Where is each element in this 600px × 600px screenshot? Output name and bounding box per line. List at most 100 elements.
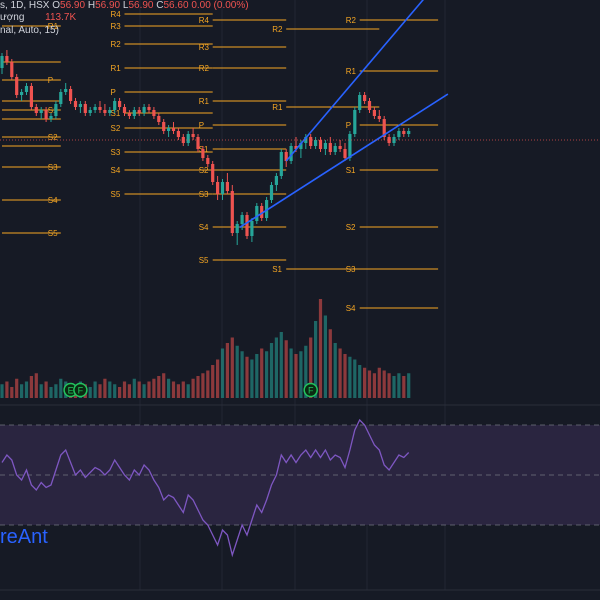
candle-body <box>206 158 210 164</box>
volume-bar <box>191 378 195 398</box>
candle-body <box>220 182 225 194</box>
candle-body <box>176 131 180 137</box>
pivot-label: R1 <box>199 97 210 106</box>
volume-bar <box>15 378 19 398</box>
pivot-label: S5 <box>199 256 209 265</box>
candle-body <box>20 92 24 95</box>
volume-bar <box>44 381 48 398</box>
volume-bar <box>152 378 156 398</box>
candle-body <box>289 146 293 161</box>
volume-bar <box>127 384 131 398</box>
candle-body <box>69 89 73 101</box>
volume-bar <box>240 351 244 398</box>
volume-bar <box>255 354 259 398</box>
pivot-label: S1 <box>346 166 356 175</box>
trend-channel[interactable] <box>239 0 478 229</box>
pivot-label: P <box>199 121 204 130</box>
candle-body <box>98 107 102 110</box>
candle-body <box>157 116 161 122</box>
volume-value: 113.7K <box>45 12 77 23</box>
candle-body <box>122 107 127 113</box>
candle-body <box>5 56 9 62</box>
pivot-label: R1 <box>48 22 59 31</box>
volume-bar <box>284 340 288 398</box>
volume-bar <box>274 337 278 398</box>
volume-bar <box>314 321 318 398</box>
candle-body <box>343 149 347 158</box>
candle-body <box>225 182 229 191</box>
close-value: 56.60 <box>163 0 189 11</box>
volume-bar <box>299 351 303 398</box>
low-value: 56.90 <box>128 0 154 11</box>
volume-bar <box>358 365 362 398</box>
pivot-label: S3 <box>48 163 58 172</box>
volume-bar <box>167 378 171 398</box>
volume-bar <box>171 381 176 398</box>
candle-body <box>314 140 318 146</box>
candle-body <box>211 164 215 182</box>
volume-bar <box>10 387 14 398</box>
pivot-label: S2 <box>111 124 121 133</box>
candle-body <box>10 62 14 77</box>
open-label: O <box>52 0 61 11</box>
pivot-label: S5 <box>111 190 121 199</box>
candle-body <box>387 137 391 143</box>
candle-body <box>216 182 220 194</box>
volume-bar <box>289 348 293 398</box>
volume-bar <box>387 373 391 398</box>
candle-body <box>402 131 406 134</box>
volume-bar <box>176 384 180 398</box>
candle-body <box>34 107 38 113</box>
volume-bar <box>5 381 9 398</box>
volume-bar <box>34 373 38 398</box>
volume-bar <box>49 387 53 398</box>
candle-body <box>245 215 249 236</box>
volume-bar <box>108 381 112 398</box>
candle-body <box>348 134 352 158</box>
high-value: 56.90 <box>95 0 121 11</box>
pivot-label: R1 <box>272 103 283 112</box>
volume-bar <box>402 376 406 398</box>
candle-body <box>367 101 372 110</box>
volume-bar <box>392 376 396 398</box>
event-marker-label: F <box>308 386 314 396</box>
candle-body <box>73 101 78 107</box>
volume-bar <box>103 378 107 398</box>
volume-bar <box>216 359 220 398</box>
candle-body <box>377 116 381 119</box>
candle-body <box>152 110 156 116</box>
candle-body <box>304 137 308 143</box>
event-marker-label: E <box>68 386 74 396</box>
candle-body <box>196 137 200 149</box>
volume-bar <box>132 378 136 398</box>
candle-body <box>240 215 244 224</box>
candle-body <box>284 152 288 161</box>
candle-body <box>39 110 43 113</box>
pivot-label: S4 <box>346 304 356 313</box>
candle-body <box>318 140 323 149</box>
candle-body <box>269 185 274 200</box>
volume-bar <box>348 356 352 398</box>
ohlc-legend: s, 1D, HSX O56.90 H56.90 L56.90 C56.60 0… <box>0 0 249 11</box>
volume-bar <box>245 356 249 398</box>
volume-bar <box>186 384 190 398</box>
candle-body <box>397 131 401 137</box>
volume-bar <box>372 373 376 398</box>
pivot-label: R2 <box>111 40 122 49</box>
event-marker-circle <box>73 382 88 398</box>
candle-body <box>372 110 376 116</box>
volume-bar <box>59 378 63 398</box>
candle-body <box>49 116 53 119</box>
volume-bar <box>338 348 342 398</box>
volume-bar <box>265 351 269 398</box>
candles <box>0 50 411 245</box>
candle-body <box>142 107 146 113</box>
candle-body <box>162 122 166 131</box>
volume-bar <box>0 384 4 398</box>
volume-bar <box>24 381 29 398</box>
volume-bar <box>323 315 327 398</box>
candle-body <box>29 86 33 107</box>
candle-body <box>191 134 195 137</box>
